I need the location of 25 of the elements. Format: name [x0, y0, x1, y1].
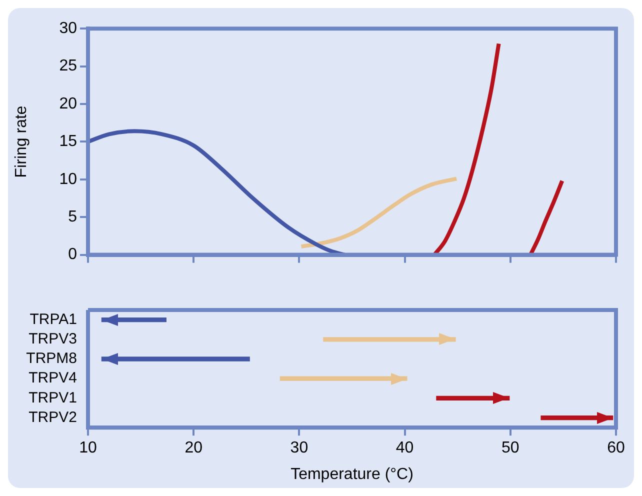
y-tick-label: TRPM8 [26, 350, 77, 368]
x-tick-label: 40 [396, 440, 414, 457]
y-tick-label: TRPV2 [28, 408, 77, 426]
line-series [88, 129, 347, 255]
x-tick-label: 20 [184, 440, 203, 457]
y-tick-label: 15 [59, 133, 78, 150]
x-tick-label: 30 [290, 440, 308, 457]
y-tick-label: TRPA1 [30, 310, 77, 328]
y-tick-label: 0 [68, 246, 78, 264]
y-tick-label: TRPV4 [28, 370, 77, 387]
line-series [528, 178, 564, 255]
y-tick-label: TRPV1 [28, 389, 77, 406]
x-tick-label: 10 [79, 440, 97, 457]
y-tick-label: 20 [59, 95, 78, 112]
y-tick-label: 30 [59, 20, 78, 38]
line-series [432, 42, 501, 255]
y-tick-label: TRPV3 [28, 330, 77, 348]
x-tick-label: 60 [607, 440, 625, 457]
y-tick-label: 5 [68, 208, 78, 226]
line-series [299, 176, 459, 249]
x-tick-label: 50 [502, 440, 520, 457]
y-tick-label: 25 [59, 58, 78, 75]
y-tick-label: 10 [59, 170, 78, 188]
y-axis-title: Firing rate [13, 106, 30, 178]
x-axis-title: Temperature (°C) [290, 466, 414, 483]
